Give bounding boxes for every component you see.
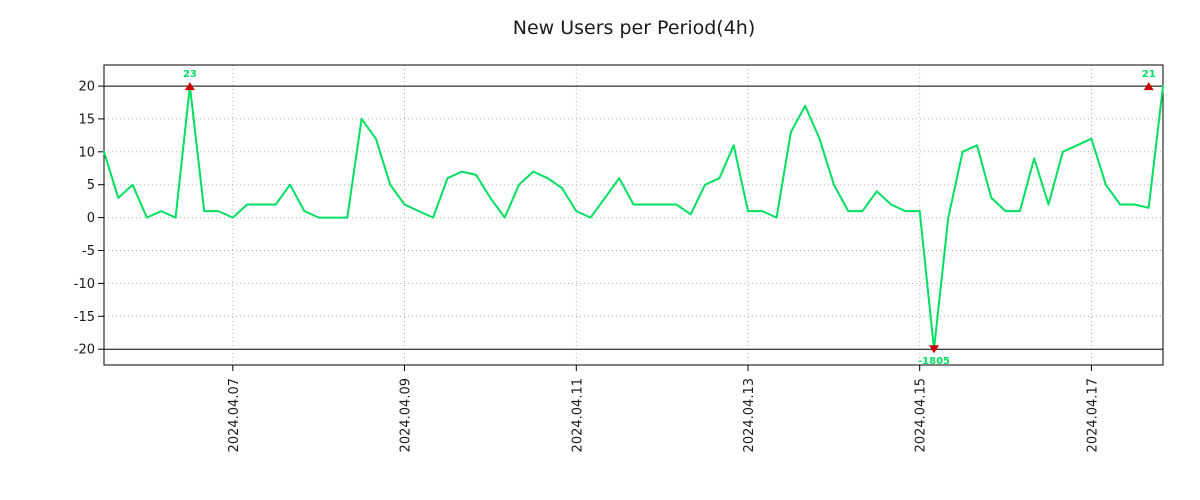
x-tick-label: 2024.04.07 [227, 378, 242, 452]
annotation-label: 21 [1142, 69, 1156, 80]
chart-title: New Users per Period(4h) [513, 17, 756, 39]
y-tick-label: 5 [87, 178, 95, 193]
plot-area: 20 15 10 5 0 -5 -10 -15 -20 2024.04.07 2024.04.09 2… [74, 64, 1164, 452]
y-tick-label: -10 [74, 277, 95, 292]
marker-triangle-icon [1143, 82, 1154, 91]
x-tick-label: 2024.04.17 [1085, 378, 1100, 452]
marker-triangle-icon [929, 345, 939, 354]
y-tick-label: -20 [74, 343, 95, 358]
annotation-label: 23 [183, 69, 197, 80]
x-tick-label: 2024.04.13 [742, 378, 757, 452]
y-tick-label: 15 [78, 112, 95, 127]
marker-triangle-icon [184, 82, 195, 91]
y-tick-label: -15 [74, 310, 95, 325]
series-line [103, 85, 1164, 351]
x-tick-label: 2024.04.09 [399, 378, 414, 452]
y-tick-label: -5 [82, 244, 95, 259]
plot-border [103, 64, 1164, 366]
annotation-label: -1805 [918, 356, 950, 367]
x-tick-label: 2024.04.15 [914, 378, 929, 452]
y-tick-label: 20 [78, 80, 95, 95]
y-tick-label: 0 [87, 211, 95, 226]
y-tick-label: 10 [78, 145, 95, 160]
x-tick-label: 2024.04.11 [570, 378, 585, 452]
